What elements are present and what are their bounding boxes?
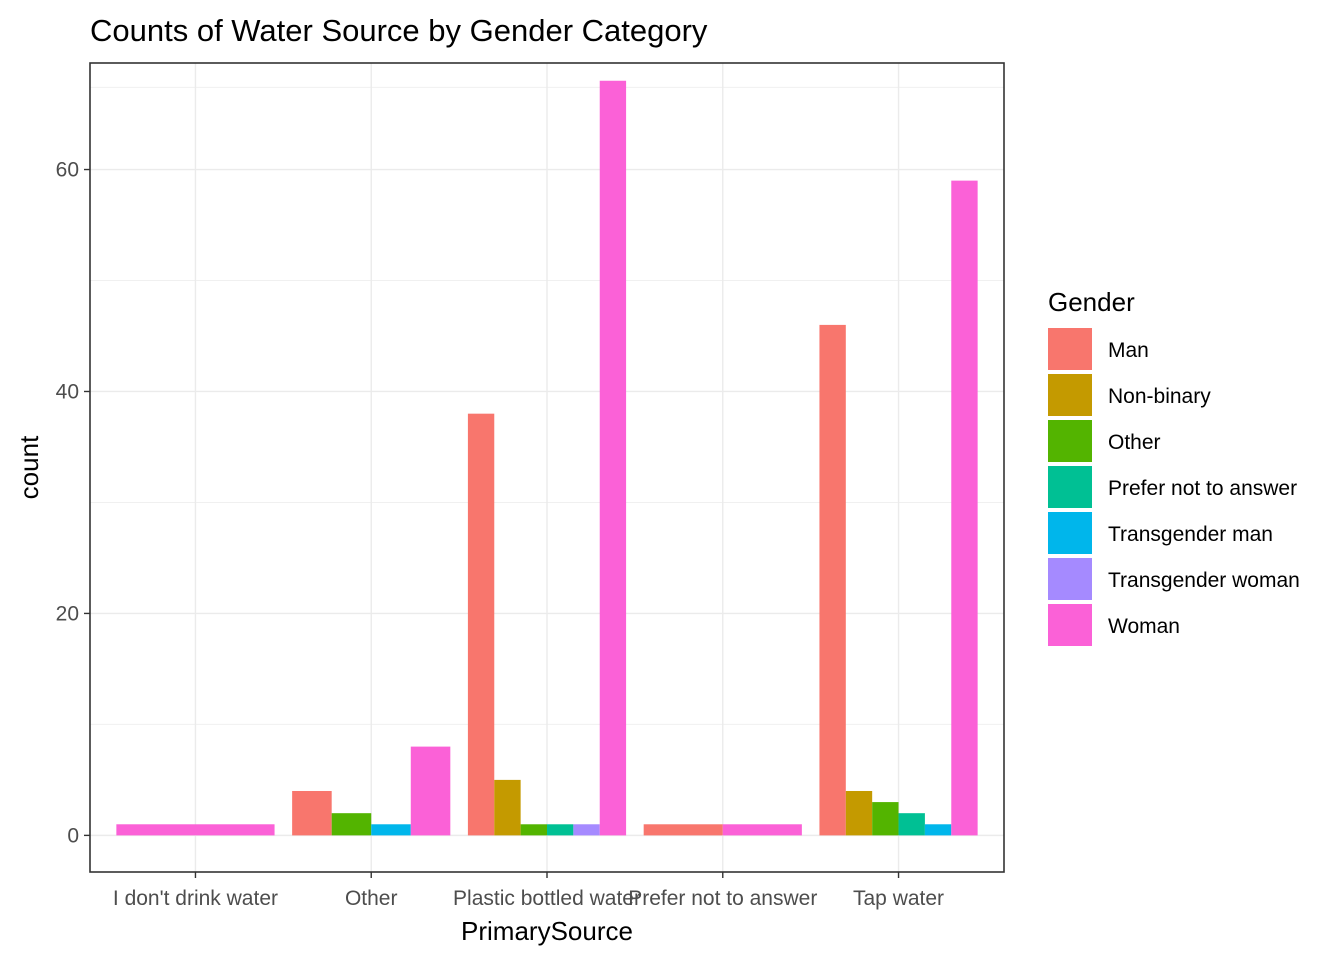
bar [951, 180, 978, 836]
x-tick-label: Prefer not to answer [628, 887, 817, 910]
bar [547, 824, 574, 836]
bar [520, 824, 547, 836]
bar [331, 813, 372, 836]
y-tick-label: 0 [67, 824, 79, 847]
x-tick-label: Plastic bottled water [453, 887, 641, 910]
legend: Gender Man Non-binary Other Prefer not to an… [1048, 287, 1300, 646]
bar [494, 779, 521, 836]
y-axis: 0 20 40 60 [56, 159, 90, 847]
legend-swatch [1048, 466, 1092, 508]
grid-lines [90, 63, 1004, 872]
bar [410, 746, 451, 836]
y-tick-label: 60 [56, 159, 79, 182]
legend-label: Non-binary [1108, 385, 1211, 408]
legend-label: Transgender man [1108, 523, 1273, 546]
chart-title: Counts of Water Source by Gender Categor… [90, 13, 708, 48]
y-tick-label: 40 [56, 380, 79, 403]
bar [845, 790, 873, 836]
y-tick-label: 20 [56, 602, 79, 625]
legend-title: Gender [1048, 287, 1135, 317]
legend-label: Woman [1108, 615, 1180, 638]
x-tick-label: Tap water [853, 887, 944, 910]
bar [599, 80, 627, 836]
legend-swatch [1048, 420, 1092, 462]
bar [467, 413, 495, 836]
bars [116, 80, 978, 836]
legend-swatch [1048, 328, 1092, 370]
legend-label: Transgender woman [1108, 569, 1300, 592]
bar [116, 824, 275, 836]
bar [643, 824, 723, 836]
legend-label: Prefer not to answer [1108, 477, 1297, 500]
legend-swatch [1048, 558, 1092, 600]
x-tick-label: Other [345, 887, 398, 910]
bar [573, 824, 600, 836]
bar [819, 324, 846, 836]
legend-swatch [1048, 512, 1092, 554]
x-axis-title: PrimarySource [461, 916, 633, 946]
bar [872, 802, 899, 836]
x-axis: I don't drink water Other Plastic bottled … [113, 872, 944, 910]
bar [722, 824, 802, 836]
legend-label: Other [1108, 431, 1161, 454]
x-tick-label: I don't drink water [113, 887, 278, 910]
bar [292, 790, 332, 836]
bar [898, 813, 925, 836]
bar [371, 824, 411, 836]
y-axis-title: count [14, 435, 44, 499]
legend-swatch [1048, 374, 1092, 416]
legend-swatch [1048, 604, 1092, 646]
bar [924, 824, 952, 836]
legend-label: Man [1108, 339, 1149, 362]
